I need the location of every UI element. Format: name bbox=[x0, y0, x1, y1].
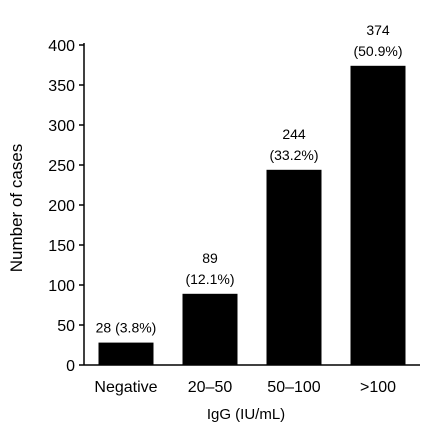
y-tick-label: 50 bbox=[57, 318, 75, 335]
data-label: 89 bbox=[202, 250, 218, 266]
x-tick-label: >100 bbox=[360, 379, 396, 396]
data-label: (50.9%) bbox=[353, 43, 402, 59]
bar bbox=[98, 342, 154, 365]
x-tick-label: 50–100 bbox=[267, 379, 320, 396]
y-axis-title: Number of cases bbox=[7, 144, 26, 273]
bar bbox=[182, 293, 238, 365]
y-tick-label: 350 bbox=[48, 78, 75, 95]
y-tick-label: 0 bbox=[66, 358, 75, 375]
data-label: (12.1%) bbox=[185, 271, 234, 287]
y-tick-group: 0 50 100 150 200 250 300 350 400 bbox=[48, 38, 84, 375]
data-label-group: 28 (3.8%) 89 (12.1%) 244 (33.2%) 374 (50.9%) bbox=[96, 22, 403, 336]
data-label: (33.2%) bbox=[269, 147, 318, 163]
x-tick-group: Negative 20–50 50–100 >100 bbox=[94, 379, 396, 396]
bar bbox=[350, 65, 406, 366]
data-label: 374 bbox=[366, 22, 390, 38]
y-tick-label: 200 bbox=[48, 198, 75, 215]
y-tick-label: 150 bbox=[48, 238, 75, 255]
y-tick-label: 250 bbox=[48, 158, 75, 175]
y-tick-label: 100 bbox=[48, 278, 75, 295]
data-label: 28 (3.8%) bbox=[96, 320, 157, 336]
bar-group bbox=[98, 65, 406, 366]
x-tick-label: 20–50 bbox=[188, 379, 233, 396]
x-axis-title: IgG (IU/mL) bbox=[207, 406, 285, 423]
y-tick-label: 300 bbox=[48, 118, 75, 135]
bar bbox=[266, 169, 322, 365]
data-label: 244 bbox=[282, 126, 306, 142]
x-tick-label: Negative bbox=[94, 379, 157, 396]
y-tick-label: 400 bbox=[48, 38, 75, 55]
